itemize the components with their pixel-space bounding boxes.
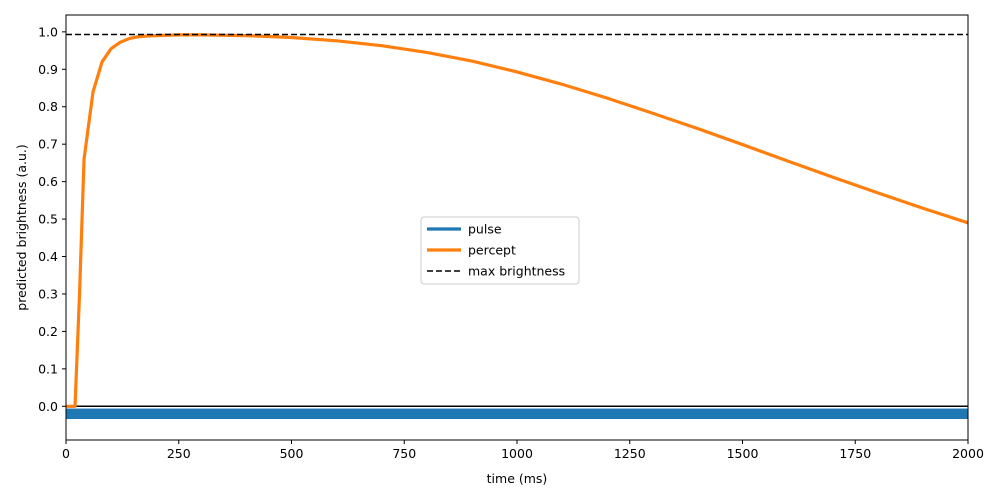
series-percept-line xyxy=(66,33,968,408)
y-tick-label: 0.4 xyxy=(38,249,58,264)
y-tick-label: 0.3 xyxy=(38,286,58,301)
x-tick-label: 2000 xyxy=(952,446,984,461)
ticks: 0 250 500 750 1000 1250 1500 1750 2000 0.0 0.1 0.2 0… xyxy=(38,24,984,461)
legend-label-max-brightness: max brightness xyxy=(468,264,565,279)
x-tick-label: 750 xyxy=(392,446,416,461)
y-tick-label: 0.6 xyxy=(38,174,58,189)
x-axis-label: time (ms) xyxy=(487,471,548,486)
series-pulse-band xyxy=(66,408,968,420)
plot-area xyxy=(66,33,968,420)
x-tick-label: 1250 xyxy=(614,446,646,461)
y-tick-label: 1.0 xyxy=(38,24,58,39)
y-tick-label: 0.0 xyxy=(38,399,58,414)
x-tick-label: 1750 xyxy=(839,446,871,461)
y-tick-label: 0.2 xyxy=(38,324,58,339)
y-tick-label: 0.1 xyxy=(38,361,58,376)
x-tick-label: 0 xyxy=(62,446,70,461)
y-tick-label: 0.7 xyxy=(38,137,58,152)
y-axis-label: predicted brightness (a.u.) xyxy=(14,144,29,310)
x-tick-label: 250 xyxy=(167,446,191,461)
y-tick-label: 0.5 xyxy=(38,212,58,227)
legend-box xyxy=(420,216,580,285)
y-tick-label: 0.8 xyxy=(38,99,58,114)
x-tick-label: 1500 xyxy=(727,446,759,461)
x-tick-label: 1000 xyxy=(501,446,533,461)
legend-label-pulse: pulse xyxy=(468,222,502,237)
legend: pulse percept max brightness xyxy=(420,216,580,285)
y-tick-label: 0.9 xyxy=(38,62,58,77)
axes-frame xyxy=(65,14,969,441)
x-tick-label: 500 xyxy=(280,446,304,461)
legend-label-percept: percept xyxy=(468,243,516,258)
